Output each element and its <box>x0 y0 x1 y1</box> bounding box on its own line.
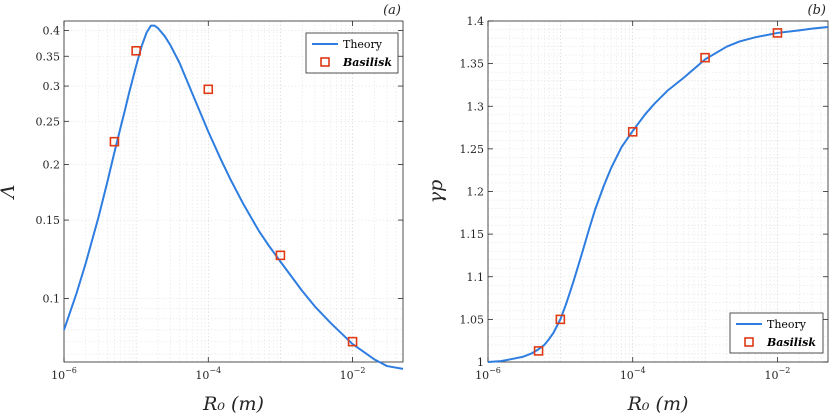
theory-curve <box>487 25 829 363</box>
y-tick-label: 0.1 <box>43 292 61 305</box>
x-tick-exponent: −4 <box>209 366 221 375</box>
x-axis-label: R₀ (m) <box>627 393 689 415</box>
x-tick-exponent: −2 <box>779 366 791 375</box>
basilisk-marker <box>700 52 710 63</box>
y-tick-label: 1.25 <box>460 143 485 156</box>
basilisk-marker <box>533 346 544 356</box>
y-tick-label: 1.05 <box>460 313 485 326</box>
y-tick-label: 0.15 <box>36 214 61 227</box>
legend-label-theory: Theory <box>343 38 383 51</box>
y-tick-label: 0.4 <box>43 24 61 37</box>
x-tick-base: 10 <box>51 369 65 382</box>
x-tick-exponent: −6 <box>65 366 77 375</box>
legend: Theory Basilisk <box>305 32 399 74</box>
x-tick-label: 10−4 <box>195 366 221 382</box>
axes-box <box>487 20 829 363</box>
legend-marker-swatch <box>320 57 330 67</box>
grid-lines <box>487 20 829 363</box>
legend-label-basilisk: Basilisk <box>342 56 392 69</box>
y-tick-label: 1.2 <box>467 186 485 199</box>
x-tick-exponent: −6 <box>489 366 501 375</box>
panel-label: (b) <box>808 3 826 18</box>
y-tick-label: 0.3 <box>43 80 61 93</box>
basilisk-marker <box>203 84 214 95</box>
basilisk-marker <box>131 46 141 56</box>
x-tick-label: 10−6 <box>51 366 77 382</box>
grid-lines <box>63 21 404 362</box>
panel-a: 10−6 10−4 10−20.10.150.20.250.30.350.4R₀ (… <box>0 3 404 415</box>
y-tick-label: 0.2 <box>43 158 61 171</box>
panel-b: 10−6 10−4 10−211.051.11.151.21.251.31.351.… <box>425 3 829 415</box>
legend-label-basilisk: Basilisk <box>766 336 816 349</box>
x-axis-label: R₀ (m) <box>202 393 264 415</box>
basilisk-marker <box>347 336 358 347</box>
x-tick-base: 10 <box>475 369 489 382</box>
y-tick-label: 1 <box>477 356 484 369</box>
y-tick-label: 1.15 <box>460 228 485 241</box>
y-axis-label: Λ <box>0 185 19 201</box>
x-tick-exponent: −4 <box>634 366 646 375</box>
y-tick-label: 1.4 <box>467 15 485 28</box>
x-tick-label: 10−6 <box>475 366 501 382</box>
y-tick-label: 0.35 <box>36 50 61 63</box>
panel-label: (a) <box>383 3 401 18</box>
theory-curve <box>63 24 404 370</box>
basilisk-marker <box>772 28 783 38</box>
x-tick-label: 10−2 <box>340 366 366 382</box>
x-tick-label: 10−4 <box>620 366 646 382</box>
x-tick-base: 10 <box>340 369 354 382</box>
x-tick-label: 10−2 <box>765 366 791 382</box>
x-tick-exponent: −2 <box>354 366 366 375</box>
y-tick-label: 1.3 <box>467 100 485 113</box>
x-tick-base: 10 <box>620 369 634 382</box>
basilisk-marker <box>555 314 566 325</box>
x-tick-base: 10 <box>765 369 779 382</box>
legend-marker-swatch <box>744 337 754 347</box>
y-tick-label: 1.35 <box>460 58 485 71</box>
axes-box <box>63 20 404 363</box>
basilisk-marker <box>109 136 120 147</box>
x-tick-base: 10 <box>195 369 209 382</box>
basilisk-marker <box>275 250 286 261</box>
y-tick-label: 0.25 <box>36 115 61 128</box>
y-axis-label: γp <box>425 180 447 204</box>
legend-label-theory: Theory <box>767 318 807 331</box>
basilisk-marker <box>627 127 638 137</box>
legend: Theory Basilisk <box>729 312 824 354</box>
y-tick-label: 1.1 <box>467 271 485 284</box>
